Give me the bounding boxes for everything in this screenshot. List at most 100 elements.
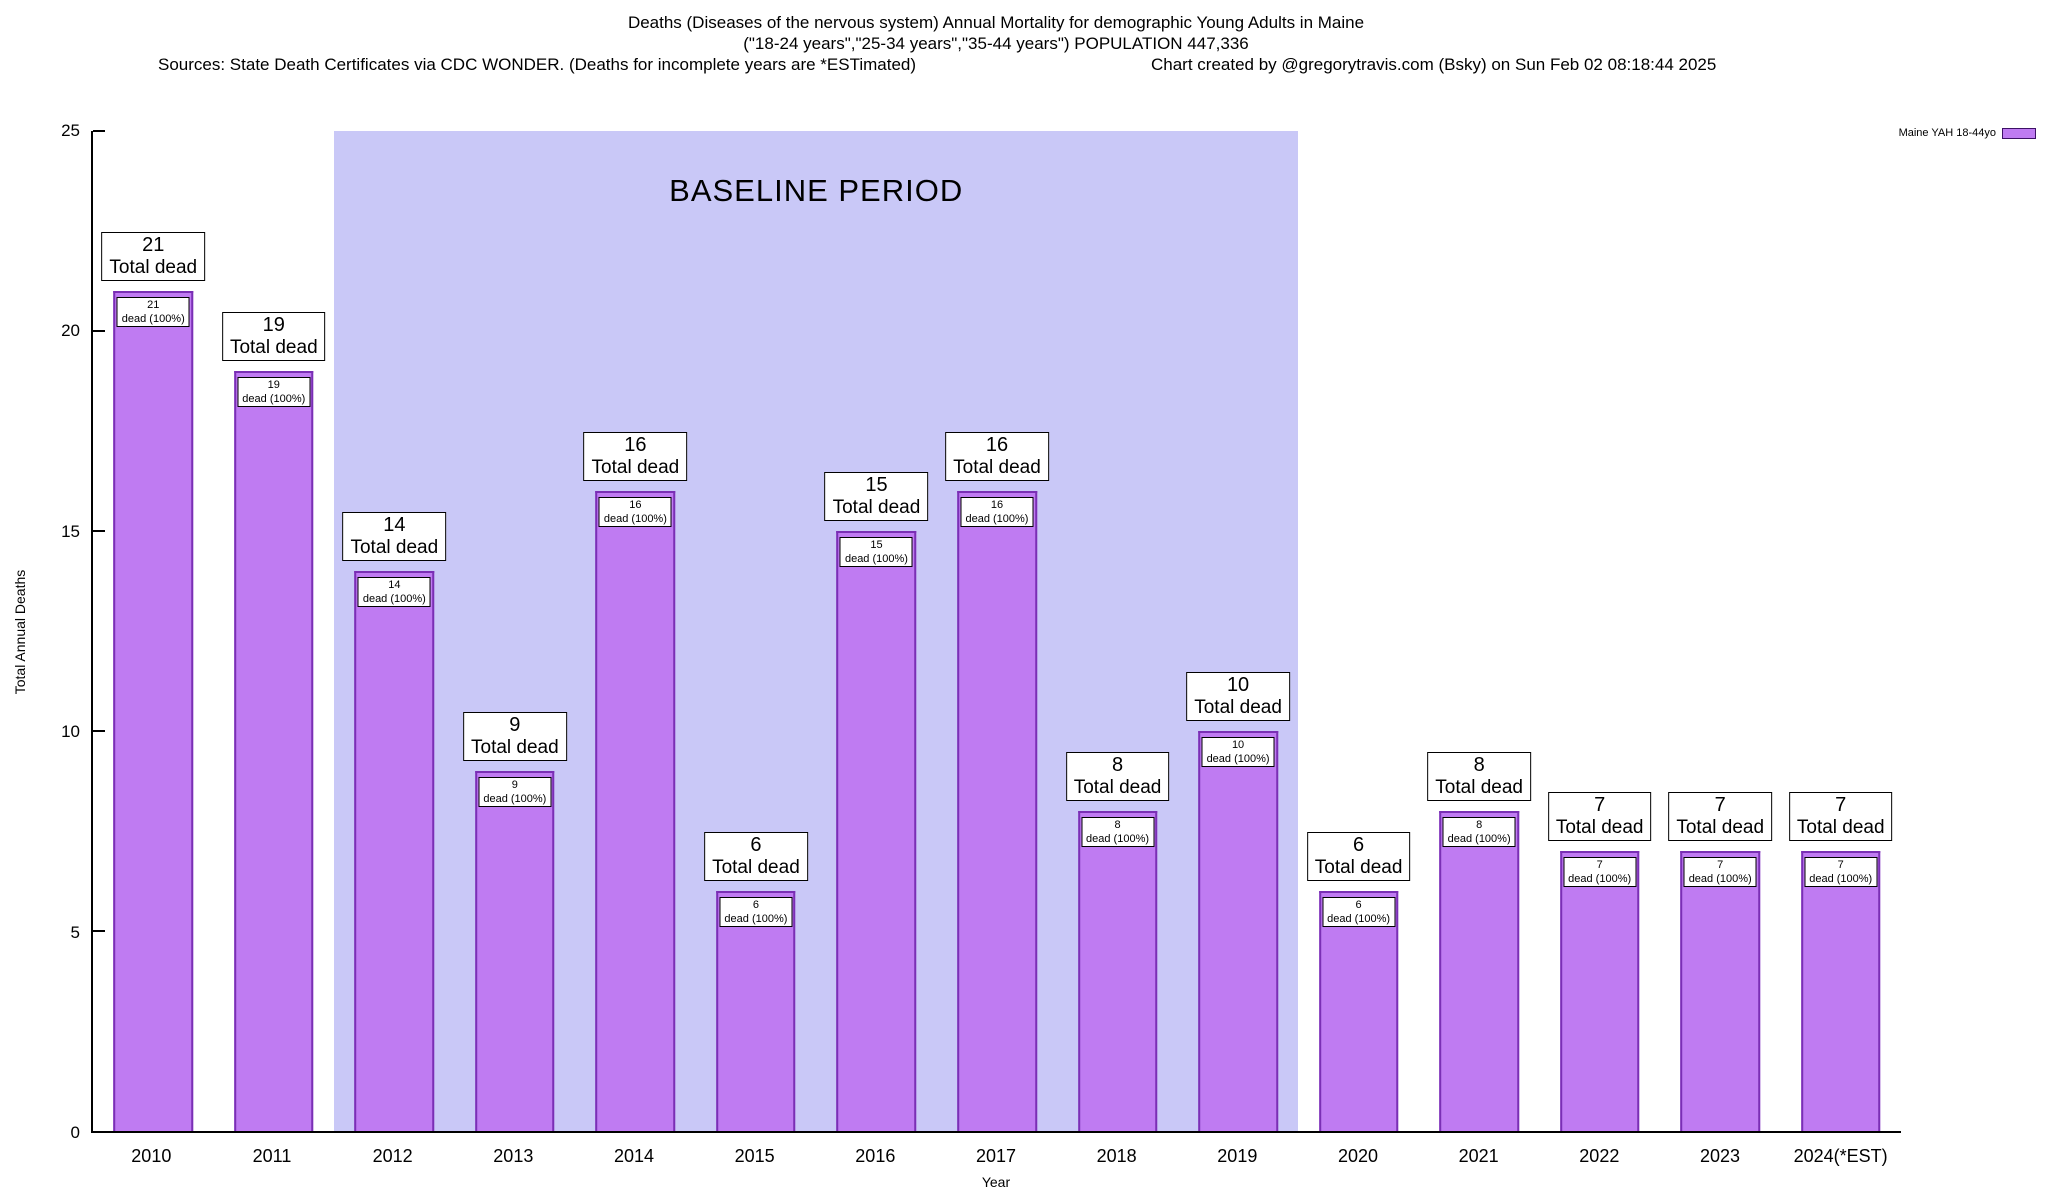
total-dead-label: 14 Total dead xyxy=(342,512,447,561)
dead-pct-count: 7 xyxy=(1596,859,1603,871)
dead-pct-label: 8 dead (100%) xyxy=(1442,817,1516,847)
x-axis-labels: 2010 2011 2012 2013 2014 2015 2016 2017 2018 2019… xyxy=(91,1146,1901,1170)
total-dead-label: 9 Total dead xyxy=(463,712,567,761)
total-dead-count: 19 xyxy=(262,314,285,336)
x-tick-label: 2023 xyxy=(1699,1146,1740,1166)
y-tick-mark xyxy=(93,530,105,532)
x-tick-label: 2012 xyxy=(372,1146,413,1166)
total-dead-label: 19 Total dead xyxy=(221,312,326,361)
dead-pct-label: 9 dead (100%) xyxy=(478,777,552,807)
dead-pct-text: dead (100%) xyxy=(1086,833,1150,845)
dead-pct-label: 16 dead (100%) xyxy=(960,497,1034,527)
total-dead-label: 16 Total dead xyxy=(583,432,688,481)
total-dead-count: 9 xyxy=(509,714,521,736)
dead-pct-label: 14 dead (100%) xyxy=(357,577,431,607)
dead-pct-label: 10 dead (100%) xyxy=(1201,737,1275,767)
dead-pct-label: 7 dead (100%) xyxy=(1683,857,1757,887)
x-tick-label: 2013 xyxy=(493,1146,534,1166)
total-dead-count: 16 xyxy=(985,434,1009,456)
total-dead-text: Total dead xyxy=(1194,697,1282,718)
dead-pct-count: 6 xyxy=(1355,899,1362,911)
bar xyxy=(1559,851,1640,1131)
dead-pct-label: 16 dead (100%) xyxy=(598,497,672,527)
dead-pct-count: 16 xyxy=(990,499,1004,511)
bar xyxy=(595,491,676,1131)
total-dead-text: Total dead xyxy=(591,457,680,478)
dead-pct-text: dead (100%) xyxy=(1809,873,1873,885)
total-dead-text: Total dead xyxy=(1073,777,1162,798)
y-tick-label: 25 xyxy=(61,121,80,140)
total-dead-count: 8 xyxy=(1111,754,1124,776)
dead-pct-label: 8 dead (100%) xyxy=(1081,817,1155,847)
bar-group-2024(*EST): 7 Total dead 7 dead (100%) xyxy=(1780,131,1901,1131)
x-tick-label: 2018 xyxy=(1096,1146,1137,1166)
total-dead-text: Total dead xyxy=(712,857,800,878)
dead-pct-count: 9 xyxy=(511,779,518,791)
y-tick-label: 10 xyxy=(61,722,80,742)
x-tick-label: 2010 xyxy=(131,1146,172,1166)
dead-pct-text: dead (100%) xyxy=(1447,833,1511,845)
bar xyxy=(1077,811,1158,1131)
total-dead-text: Total dead xyxy=(1796,817,1885,838)
bar-group-2020: 6 Total dead 6 dead (100%) xyxy=(1298,131,1419,1131)
dead-pct-count: 8 xyxy=(1476,819,1483,831)
total-dead-label: 21 Total dead xyxy=(101,232,206,281)
dead-pct-count: 21 xyxy=(147,299,160,311)
total-dead-text: Total dead xyxy=(471,737,559,758)
bar-group-2018: 8 Total dead 8 dead (100%) xyxy=(1057,131,1178,1131)
bar xyxy=(1318,891,1399,1131)
total-dead-text: Total dead xyxy=(1314,857,1403,878)
bar-group-2016: 15 Total dead 15 dead (100%) xyxy=(816,131,937,1131)
total-dead-text: Total dead xyxy=(109,257,198,278)
dead-pct-count: 8 xyxy=(1114,819,1121,831)
x-tick-label: 2015 xyxy=(734,1146,775,1166)
chart-header: Deaths (Diseases of the nervous system) … xyxy=(91,12,1901,76)
x-tick-label: 2024(*EST) xyxy=(1793,1146,1888,1166)
bar xyxy=(1680,851,1760,1131)
dead-pct-text: dead (100%) xyxy=(965,513,1029,525)
total-dead-count: 14 xyxy=(383,514,406,536)
bar xyxy=(354,571,435,1131)
x-tick-label: 2022 xyxy=(1579,1146,1620,1166)
bar-group-2011: 19 Total dead 19 dead (100%) xyxy=(214,131,335,1131)
total-dead-text: Total dead xyxy=(350,537,439,558)
bar-group-2021: 8 Total dead 8 dead (100%) xyxy=(1419,131,1540,1131)
y-tick-label: 20 xyxy=(61,321,80,341)
bar-group-2019: 10 Total dead 10 dead (100%) xyxy=(1178,131,1299,1131)
total-dead-label: 6 Total dead xyxy=(704,832,808,881)
dead-pct-label: 21 dead (100%) xyxy=(116,297,190,327)
dead-pct-count: 16 xyxy=(629,499,642,511)
total-dead-label: 8 Total dead xyxy=(1065,752,1170,801)
bar xyxy=(475,771,555,1131)
total-dead-count: 7 xyxy=(1835,794,1847,816)
baseline-period-label: BASELINE PERIOD xyxy=(669,173,964,208)
dead-pct-label: 15 dead (100%) xyxy=(839,537,913,567)
total-dead-label: 16 Total dead xyxy=(945,432,1049,481)
y-tick-mark xyxy=(93,130,105,132)
total-dead-count: 7 xyxy=(1714,794,1726,816)
bars-layer: 21 Total dead 21 dead (100%) 19 Total dead 19 d… xyxy=(93,131,1901,1131)
total-dead-count: 6 xyxy=(750,834,762,856)
dead-pct-text: dead (100%) xyxy=(121,313,185,325)
x-axis-title: Year xyxy=(981,1174,1011,1190)
x-tick-label: 2021 xyxy=(1458,1146,1499,1166)
total-dead-count: 21 xyxy=(142,234,165,256)
sources-text: Sources: State Death Certificates via CD… xyxy=(158,55,917,74)
dead-pct-count: 6 xyxy=(752,899,759,911)
sources-row: Sources: State Death Certificates via CD… xyxy=(91,55,1901,76)
total-dead-label: 7 Total dead xyxy=(1668,792,1773,841)
legend-label: Maine YAH 18-44yo xyxy=(1898,127,1996,139)
chart-title-line1: Deaths (Diseases of the nervous system) … xyxy=(627,13,1365,32)
dead-pct-text: dead (100%) xyxy=(844,553,908,565)
total-dead-count: 8 xyxy=(1473,754,1485,776)
dead-pct-count: 7 xyxy=(1837,859,1844,871)
bar-group-2013: 9 Total dead 9 dead (100%) xyxy=(455,131,576,1131)
dead-pct-text: dead (100%) xyxy=(362,593,426,605)
total-dead-text: Total dead xyxy=(1676,817,1765,838)
bar-group-2023: 7 Total dead 7 dead (100%) xyxy=(1660,131,1781,1131)
bar-group-2012: 14 Total dead 14 dead (100%) xyxy=(334,131,455,1131)
total-dead-count: 16 xyxy=(624,434,647,456)
dead-pct-text: dead (100%) xyxy=(1327,913,1391,925)
y-axis-labels: 0 5 10 15 20 25 xyxy=(0,121,80,1142)
y-tick-mark xyxy=(93,330,105,332)
